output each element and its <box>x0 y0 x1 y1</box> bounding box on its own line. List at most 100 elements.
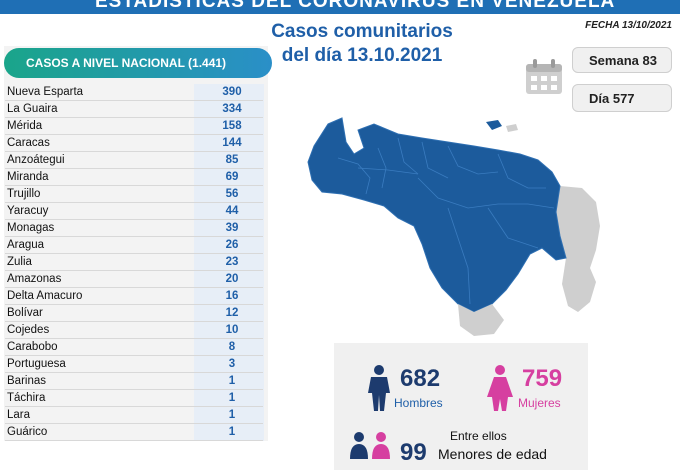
state-name: Nueva Esparta <box>7 86 84 98</box>
row-divider <box>5 355 263 356</box>
title-line-2: del día 13.10.2021 <box>281 45 443 66</box>
state-name: Mérida <box>7 120 43 132</box>
women-count: 759 <box>522 365 563 392</box>
minors-icon <box>350 432 390 459</box>
table-row: Nueva Esparta 390 <box>5 84 263 101</box>
case-count: 20 <box>225 273 239 285</box>
table-row: Mérida 158 <box>5 118 263 135</box>
state-name: Barinas <box>7 375 46 387</box>
top-banner: ESTADÍSTICAS DEL CORONAVIRUS EN VENEZUEL… <box>0 0 680 14</box>
table-row: Carabobo 8 <box>5 339 263 356</box>
row-divider <box>5 440 263 441</box>
state-name: Táchira <box>7 392 46 404</box>
table-row: Yaracuy 44 <box>5 203 263 220</box>
table-row: Zulia 23 <box>5 254 263 271</box>
case-count: 39 <box>225 222 239 234</box>
row-divider <box>5 219 263 220</box>
case-count: 3 <box>228 358 236 370</box>
row-divider <box>5 168 263 169</box>
case-count: 10 <box>225 324 239 336</box>
cases-table-title: CASOS A NIVEL NACIONAL (1.441) <box>4 48 272 78</box>
map-bottom-gray <box>458 304 504 336</box>
table-row: Caracas 144 <box>5 135 263 152</box>
female-icon <box>487 365 513 411</box>
row-divider <box>5 202 263 203</box>
row-divider <box>5 100 263 101</box>
row-divider <box>5 372 263 373</box>
state-name: Lara <box>7 409 31 421</box>
table-row: Miranda 69 <box>5 169 263 186</box>
men-label: Hombres <box>394 396 443 410</box>
table-row: Táchira 1 <box>5 390 263 407</box>
table-row: Lara 1 <box>5 407 263 424</box>
minors-label: Menores de edad <box>438 446 547 462</box>
calendar-icon <box>526 59 562 94</box>
map-guayana-esequiba <box>556 186 600 312</box>
state-name: Trujillo <box>7 188 41 200</box>
row-divider <box>5 304 263 305</box>
case-count: 12 <box>225 307 239 319</box>
table-row: Portuguesa 3 <box>5 356 263 373</box>
men-count: 682 <box>400 365 441 392</box>
page-title: Casos comunitarios del día 13.10.2021 <box>262 20 462 68</box>
table-row: Bolívar 12 <box>5 305 263 322</box>
map-island-gray <box>506 124 518 132</box>
state-name: Aragua <box>7 239 45 251</box>
row-divider <box>5 287 263 288</box>
state-name: Monagas <box>7 222 55 234</box>
day-badge: Día 577 <box>572 84 672 112</box>
case-count: 16 <box>225 290 239 302</box>
state-name: Delta Amacuro <box>7 290 83 302</box>
state-name: Guárico <box>7 426 48 438</box>
case-count: 85 <box>225 154 239 166</box>
week-badge: Semana 83 <box>572 47 672 73</box>
table-row: Amazonas 20 <box>5 271 263 288</box>
row-divider <box>5 253 263 254</box>
venezuela-map <box>307 117 600 336</box>
state-name: La Guaira <box>7 103 58 115</box>
row-divider <box>5 270 263 271</box>
map-venezuela <box>307 117 567 313</box>
state-name: Zulia <box>7 256 32 268</box>
map-margarita-island <box>486 120 502 130</box>
table-row: Anzoátegui 85 <box>5 152 263 169</box>
case-count: 1 <box>228 375 236 387</box>
case-count: 69 <box>225 171 239 183</box>
minors-count: 99 <box>400 439 427 466</box>
minors-intro: Entre ellos <box>450 429 507 443</box>
row-divider <box>5 185 263 186</box>
row-divider <box>5 117 263 118</box>
row-divider <box>5 236 263 237</box>
male-icon <box>368 365 390 411</box>
values-column-background <box>194 84 264 441</box>
case-count: 26 <box>225 239 239 251</box>
case-count: 144 <box>222 137 242 149</box>
state-name: Amazonas <box>7 273 62 285</box>
state-name: Yaracuy <box>7 205 49 217</box>
case-count: 1 <box>228 392 236 404</box>
table-row: La Guaira 334 <box>5 101 263 118</box>
cases-table: Nueva Esparta 390 La Guaira 334 Mérida 158 Car… <box>5 84 263 441</box>
table-row: Delta Amacuro 16 <box>5 288 263 305</box>
case-count: 1 <box>228 409 236 421</box>
case-count: 23 <box>225 256 239 268</box>
banner-title: ESTADÍSTICAS DEL CORONAVIRUS EN VENEZUEL… <box>95 0 616 12</box>
state-name: Caracas <box>7 137 50 149</box>
state-name: Carabobo <box>7 341 58 353</box>
case-count: 334 <box>222 103 242 115</box>
row-divider <box>5 151 263 152</box>
table-row: Guárico 1 <box>5 424 263 441</box>
state-name: Cojedes <box>7 324 50 336</box>
date-label: FECHA 13/10/2021 <box>585 20 672 31</box>
row-divider <box>5 338 263 339</box>
case-count: 390 <box>222 86 242 98</box>
title-line-1: Casos comunitarios <box>271 21 453 42</box>
row-divider <box>5 406 263 407</box>
case-count: 8 <box>228 341 236 353</box>
case-count: 1 <box>228 426 236 438</box>
table-row: Barinas 1 <box>5 373 263 390</box>
table-row: Monagas 39 <box>5 220 263 237</box>
case-count: 158 <box>222 120 242 132</box>
women-label: Mujeres <box>518 396 561 410</box>
table-row: Aragua 26 <box>5 237 263 254</box>
